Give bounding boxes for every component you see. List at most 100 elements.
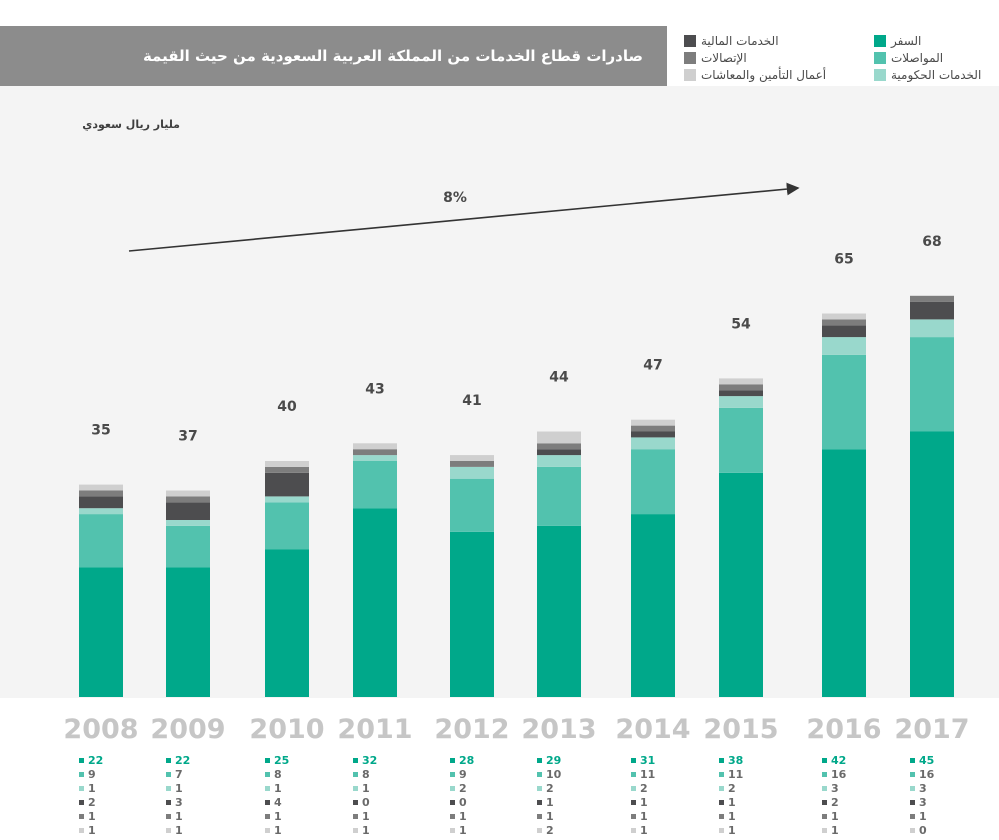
- table-value-telecom-2011: 1: [362, 810, 370, 823]
- legend-item-telecom: الإتصالات: [684, 50, 747, 66]
- table-swatch-insurance: [910, 828, 915, 833]
- bar-segment-telecom-2012: [450, 461, 494, 467]
- x-tick-label-2014: 2014: [615, 714, 690, 745]
- table-swatch-financial: [265, 800, 270, 805]
- table-cell-government-2009: 1: [166, 782, 183, 795]
- table-swatch-transport: [166, 772, 171, 777]
- table-value-financial-2017: 3: [919, 796, 927, 809]
- table-swatch-travel: [79, 758, 84, 763]
- table-value-transport-2010: 8: [274, 768, 282, 781]
- table-cell-insurance-2009: 1: [166, 824, 183, 837]
- bar-segment-telecom-2015: [719, 384, 763, 391]
- bar-segment-travel-2010: [265, 549, 309, 697]
- legend-swatch-insurance: [684, 69, 696, 81]
- table-value-transport-2013: 10: [546, 768, 562, 781]
- table-swatch-insurance: [79, 828, 84, 833]
- table-value-transport-2011: 8: [362, 768, 370, 781]
- table-value-government-2017: 3: [919, 782, 927, 795]
- table-swatch-financial: [719, 800, 724, 805]
- table-cell-travel-2016: 42: [822, 754, 846, 767]
- total-label-2015: 54: [731, 316, 751, 332]
- table-swatch-insurance: [265, 828, 270, 833]
- table-swatch-telecom: [719, 814, 724, 819]
- legend-label-travel: السفر: [891, 34, 922, 48]
- table-value-government-2009: 1: [175, 782, 183, 795]
- legend-label-financial: الخدمات المالية: [701, 34, 779, 48]
- table-cell-financial-2016: 2: [822, 796, 839, 809]
- table-value-travel-2008: 22: [88, 754, 104, 767]
- legend-item-financial: الخدمات المالية: [684, 33, 779, 49]
- table-swatch-insurance: [166, 828, 171, 833]
- table-value-travel-2017: 45: [919, 754, 935, 767]
- bar-segment-travel-2011: [353, 508, 397, 697]
- table-swatch-government: [537, 786, 542, 791]
- table-value-telecom-2016: 1: [831, 810, 839, 823]
- table-value-insurance-2012: 1: [459, 824, 467, 837]
- bar-segment-government-2016: [822, 337, 866, 355]
- table-cell-telecom-2017: 1: [910, 810, 927, 823]
- table-swatch-financial: [822, 800, 827, 805]
- table-cell-travel-2011: 32: [353, 754, 377, 767]
- table-swatch-financial: [166, 800, 171, 805]
- x-tick-label-2011: 2011: [337, 714, 412, 745]
- table-cell-government-2015: 2: [719, 782, 736, 795]
- table-value-government-2014: 2: [640, 782, 648, 795]
- table-swatch-financial: [910, 800, 915, 805]
- table-cell-transport-2017: 16: [910, 768, 934, 781]
- table-cell-travel-2010: 25: [265, 754, 289, 767]
- table-cell-insurance-2016: 1: [822, 824, 839, 837]
- total-label-2013: 44: [549, 370, 569, 386]
- bar-segment-telecom-2016: [822, 319, 866, 326]
- table-swatch-insurance: [719, 828, 724, 833]
- table-value-insurance-2011: 1: [362, 824, 370, 837]
- bar-segment-insurance-2010: [265, 461, 309, 467]
- table-swatch-government: [265, 786, 270, 791]
- table-value-telecom-2015: 1: [728, 810, 736, 823]
- x-tick-label-2008: 2008: [63, 714, 138, 745]
- total-label-2016: 65: [834, 252, 853, 268]
- table-cell-financial-2010: 4: [265, 796, 282, 809]
- bar-segment-transport-2011: [353, 461, 397, 509]
- bar-segment-travel-2012: [450, 531, 494, 697]
- table-value-financial-2016: 2: [831, 796, 839, 809]
- table-cell-transport-2013: 10: [537, 768, 561, 781]
- table-swatch-transport: [450, 772, 455, 777]
- bar-segment-travel-2008: [79, 567, 123, 697]
- table-value-telecom-2012: 1: [459, 810, 467, 823]
- table-swatch-government: [822, 786, 827, 791]
- bar-segment-insurance-2014: [631, 419, 675, 426]
- table-swatch-government: [719, 786, 724, 791]
- table-value-government-2011: 1: [362, 782, 370, 795]
- total-label-2014: 47: [643, 358, 662, 374]
- bar-segment-financial-2014: [631, 431, 675, 438]
- table-swatch-government: [631, 786, 636, 791]
- table-value-travel-2009: 22: [175, 754, 191, 767]
- table-cell-financial-2011: 0: [353, 796, 370, 809]
- table-value-transport-2014: 11: [640, 768, 656, 781]
- table-cell-telecom-2012: 1: [450, 810, 467, 823]
- table-swatch-telecom: [537, 814, 542, 819]
- table-cell-government-2010: 1: [265, 782, 282, 795]
- bar-segment-government-2013: [537, 455, 581, 467]
- bar-segment-transport-2016: [822, 354, 866, 450]
- table-swatch-government: [79, 786, 84, 791]
- legend-label-telecom: الإتصالات: [701, 51, 747, 65]
- table-swatch-financial: [631, 800, 636, 805]
- table-cell-insurance-2008: 1: [79, 824, 96, 837]
- table-cell-government-2011: 1: [353, 782, 370, 795]
- table-cell-transport-2008: 9: [79, 768, 96, 781]
- table-value-government-2010: 1: [274, 782, 282, 795]
- bar-segment-transport-2014: [631, 449, 675, 515]
- table-cell-insurance-2015: 1: [719, 824, 736, 837]
- table-value-insurance-2017: 0: [919, 824, 927, 837]
- table-cell-insurance-2017: 0: [910, 824, 927, 837]
- table-value-financial-2014: 1: [640, 796, 648, 809]
- bar-segment-travel-2015: [719, 472, 763, 697]
- table-swatch-transport: [79, 772, 84, 777]
- table-cell-travel-2015: 38: [719, 754, 743, 767]
- bar-segment-government-2015: [719, 396, 763, 408]
- table-swatch-telecom: [910, 814, 915, 819]
- table-value-travel-2015: 38: [728, 754, 744, 767]
- x-tick-label-2013: 2013: [521, 714, 596, 745]
- bar-segment-financial-2016: [822, 325, 866, 338]
